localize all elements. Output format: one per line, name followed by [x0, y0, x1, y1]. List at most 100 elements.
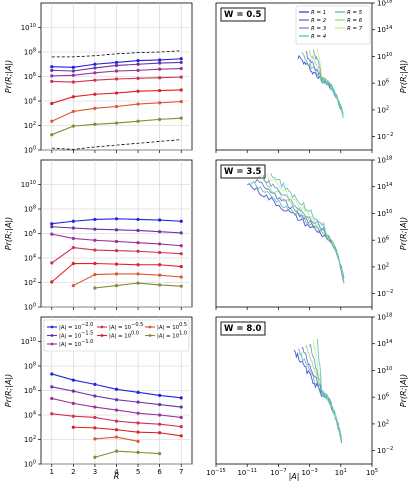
series-point	[136, 272, 140, 276]
series-point	[114, 60, 119, 65]
series-point	[71, 261, 75, 266]
series-point	[114, 121, 119, 125]
x-tick-label: 2	[71, 468, 75, 476]
bound-lower-line	[51, 139, 182, 150]
series-point	[93, 122, 97, 126]
series-point	[114, 387, 119, 391]
series-point	[158, 283, 162, 287]
left-ylabel: Pr(R;|A|)	[4, 217, 13, 250]
series-point	[158, 218, 162, 222]
series-point	[71, 401, 75, 405]
series-point	[50, 372, 54, 376]
series-point	[179, 116, 183, 120]
x-tick-label: 105	[366, 468, 378, 477]
left-xlabel: R	[114, 472, 120, 481]
series-point	[50, 412, 54, 416]
r-series-line	[316, 338, 342, 442]
x-tick-label: 5	[136, 468, 140, 476]
x-tick-label: 10−15	[206, 468, 225, 477]
y-tick-label: 102	[24, 435, 36, 444]
legend-label: R = 7	[347, 26, 363, 32]
series-point	[93, 92, 97, 96]
bound-upper-line	[51, 50, 182, 58]
series-point	[158, 273, 162, 277]
right-legend: R = 1 R = 5 R = 2 R = 6 R = 3 R = 7 R = 4	[295, 5, 371, 45]
x-tick-label: 3	[93, 468, 97, 476]
w-label-frame	[220, 321, 266, 336]
legend-marker	[148, 325, 152, 329]
y-tick-label: 1018	[377, 0, 392, 8]
series-point	[114, 408, 119, 412]
series-point	[93, 382, 97, 386]
legend-label: |A| = 100.5	[157, 322, 187, 331]
series-point	[93, 62, 97, 66]
legend-label: R = 4	[311, 34, 327, 40]
series-point	[179, 88, 183, 92]
series-point	[71, 80, 75, 84]
legend-label: R = 1	[311, 10, 326, 16]
y-tick-label: 102	[377, 262, 389, 271]
series-point	[136, 450, 140, 454]
series-point	[158, 431, 162, 435]
legend-marker	[50, 342, 54, 346]
y-tick-label: 1010	[21, 337, 36, 346]
series-point	[114, 239, 119, 244]
series-point	[158, 230, 162, 234]
series-point	[136, 62, 140, 66]
y-tick-label: 1010	[21, 23, 36, 32]
left-panel-3: 100 102 104 106 108 1010 1 2 3 4 5 6 7 Pr(R;|A|) |A| =…	[4, 316, 193, 476]
series-point	[179, 231, 183, 235]
left-panel-1: 100 102 104 106 108 1010 Pr(R;|A|)	[4, 2, 193, 155]
series-point	[158, 263, 162, 267]
series-line	[73, 273, 182, 287]
series-line	[94, 450, 160, 458]
series-point	[179, 57, 183, 61]
y-tick-label: 102	[24, 121, 36, 130]
legend-marker	[100, 325, 104, 329]
right-ylabel: Pr(R;|A|)	[399, 217, 408, 250]
series-point	[114, 435, 119, 439]
series-point	[114, 63, 119, 68]
right-panel-frame	[215, 159, 373, 308]
series-point	[71, 378, 75, 382]
series-point	[136, 58, 140, 63]
y-tick-label: 104	[24, 97, 36, 106]
series-point	[136, 430, 140, 434]
series-point	[179, 275, 183, 279]
series-point	[179, 405, 183, 409]
series-point	[136, 89, 140, 93]
series-point	[114, 272, 119, 276]
series-point	[136, 241, 140, 245]
series-point	[158, 76, 162, 80]
legend-label: |A| = 10−2.0	[59, 322, 93, 331]
left-legend: |A| = 10−2.0 |A| = 10−0.5 |A| = 100.5|A| =…	[43, 319, 190, 352]
series-point	[179, 415, 183, 420]
left-panel-2: 100 102 104 106 108 1010 Pr(R;|A|)	[4, 159, 193, 312]
series-point	[50, 396, 54, 401]
series-line	[73, 426, 182, 437]
series-point	[179, 252, 183, 256]
series-point	[114, 77, 119, 81]
series-point	[71, 109, 75, 114]
series-point	[50, 65, 54, 69]
y-tick-label: 102	[24, 278, 36, 287]
series-point	[179, 60, 183, 65]
series-point	[136, 102, 140, 106]
x-tick-label: 10−11	[237, 468, 256, 477]
x-tick-label: 1	[50, 468, 54, 476]
y-tick-label: 108	[24, 205, 36, 214]
w-label: W = 3.5	[224, 167, 262, 177]
w-label: W = 8.0	[224, 324, 262, 334]
legend-frame	[43, 319, 190, 352]
x-tick-label: 10−3	[301, 468, 317, 477]
r-series-line	[270, 173, 345, 283]
right-panel-frame	[215, 316, 373, 465]
series-point	[158, 61, 162, 65]
series-point	[136, 281, 140, 285]
legend-label: R = 6	[347, 18, 363, 24]
y-tick-label: 106	[24, 386, 36, 395]
series-point	[114, 249, 119, 253]
legend-frame	[295, 5, 371, 45]
right-panel-3: 10−15 10−11 10−7 10−3 101 105 10−2 102 106 1010 10…	[206, 313, 408, 478]
series-point	[71, 95, 75, 99]
